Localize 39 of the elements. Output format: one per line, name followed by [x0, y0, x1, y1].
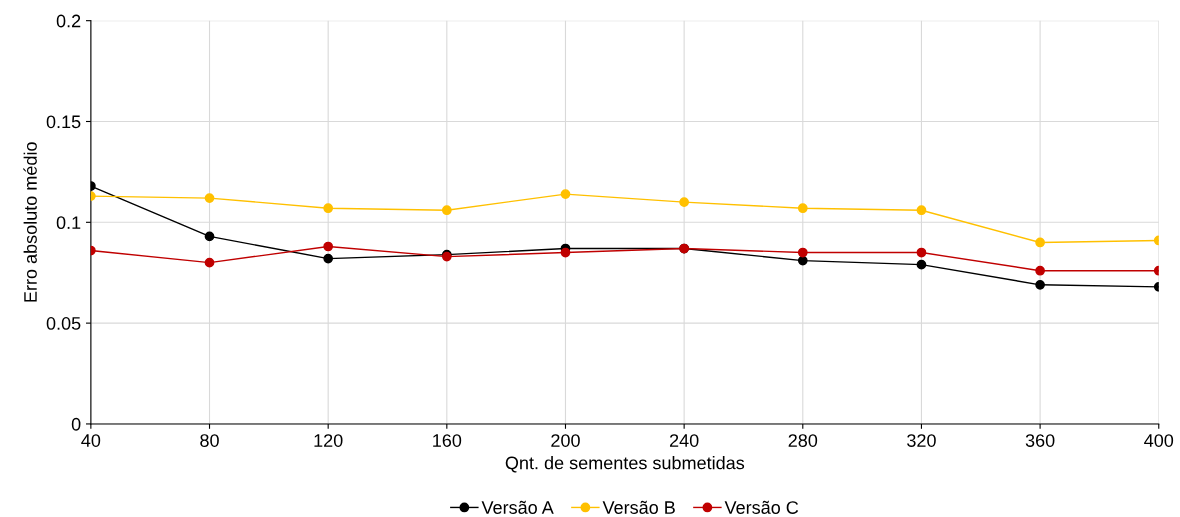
y-tick-label: 0.15 [46, 115, 81, 129]
x-tick-label: 200 [551, 434, 580, 447]
point [441, 205, 452, 216]
point [916, 205, 927, 216]
point [1035, 279, 1045, 290]
x-tick-label: 400 [1144, 434, 1174, 447]
x-tick-label: 240 [669, 434, 699, 447]
y-tick-label: 0.05 [46, 317, 81, 330]
point [916, 259, 927, 270]
legend-label: Versão B [602, 500, 675, 514]
x-tick-label: 160 [433, 434, 462, 447]
point [560, 247, 571, 258]
point [323, 241, 334, 252]
legend-label: Versão A [481, 500, 554, 514]
y-axis-title: Erro absoluto médio [23, 142, 37, 302]
point [323, 203, 334, 214]
point [1035, 265, 1045, 276]
x-tick-label: 120 [314, 434, 343, 447]
point [560, 189, 571, 199]
x-tick-label: 280 [788, 434, 818, 447]
point [797, 203, 808, 214]
x-tick-label: 40 [81, 434, 101, 447]
point [679, 197, 689, 208]
y-tick-label: 0.1 [56, 216, 81, 230]
x-tick-label: 80 [200, 434, 219, 447]
point [916, 247, 927, 258]
x-tick-label: 360 [1025, 434, 1055, 447]
point [323, 253, 334, 264]
point [204, 231, 215, 242]
point [204, 257, 215, 268]
y-tick-label: 0 [71, 417, 81, 431]
x-tick-label: 320 [907, 434, 936, 447]
point [204, 193, 215, 203]
point [797, 255, 808, 266]
point [1035, 237, 1045, 248]
x-axis-title: Qnt. de sementes submetidas [505, 456, 745, 473]
y-tick-label: 0.2 [56, 14, 81, 28]
point [797, 247, 808, 258]
legend-label: Versão C [724, 500, 799, 514]
